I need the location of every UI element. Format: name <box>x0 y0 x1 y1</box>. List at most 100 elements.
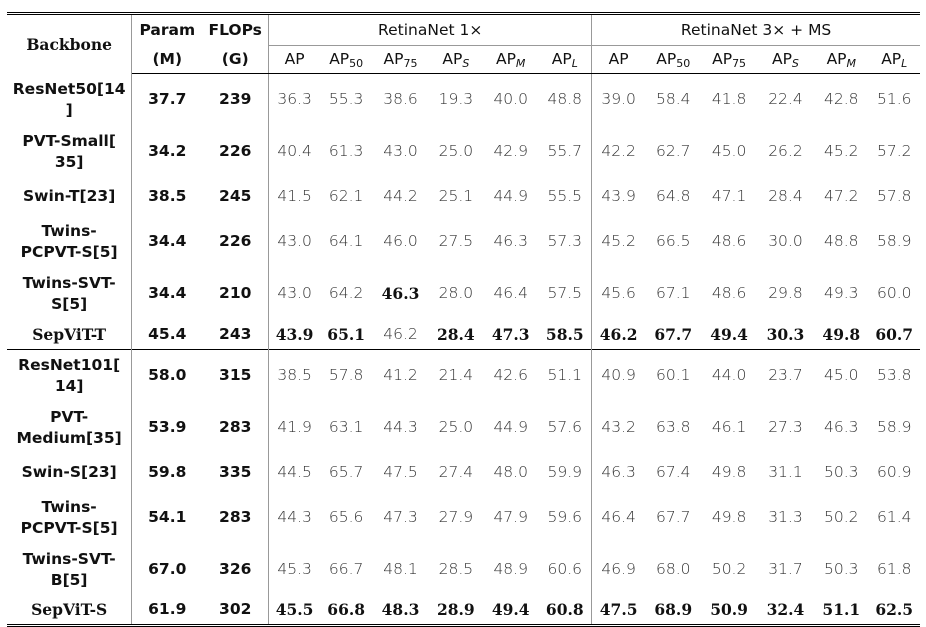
metric-base: AP <box>495 50 516 68</box>
backbone-name-line: Twins-SVT- <box>22 549 116 568</box>
metric-value: 57.8 <box>876 187 912 205</box>
metric-base: AP <box>712 50 733 68</box>
metric-value: 43.0 <box>277 284 312 302</box>
metric-value: 57.3 <box>538 215 593 268</box>
metric-value: 44.0 <box>701 349 757 402</box>
flops-value: 239 <box>202 73 270 126</box>
metric-value: 61.3 <box>328 142 364 160</box>
metric-value: 47.3 <box>383 508 418 526</box>
group-retinanet-1x: RetinaNet 1× <box>268 13 593 46</box>
metric-value: 50.3 <box>824 463 859 481</box>
metric-value: 23.7 <box>756 349 815 402</box>
metric-value: 30.3 <box>766 324 805 344</box>
metric-value: 46.3 <box>493 232 528 250</box>
backbone-name: Swin-T[23] <box>7 177 133 216</box>
header-row-1: Backbone Param FLOPs RetinaNet 1× Retina… <box>7 13 920 74</box>
flops-value: 315 <box>202 349 270 402</box>
metric-value: 44.3 <box>383 418 418 436</box>
metric-value: 45.3 <box>277 560 312 578</box>
metric-value: 60.8 <box>538 595 593 627</box>
backbone-name-line: 35] <box>54 152 84 171</box>
param-value: 67.0 <box>148 560 187 578</box>
metric-value: 21.4 <box>428 349 484 402</box>
table-row: Twins-SVT- S[5] 34.4 210 43.0 64.2 46.3 28.0 46.… <box>7 267 920 320</box>
metric-value: 49.8 <box>711 463 747 481</box>
metric-value: 32.4 <box>756 595 815 627</box>
flops-value: 326 <box>202 543 270 596</box>
metric-value: 55.7 <box>538 125 593 178</box>
metric-value: 46.4 <box>493 284 528 302</box>
metric-value: 66.7 <box>328 560 364 578</box>
metric-value: 58.5 <box>538 319 593 350</box>
metric-value: 57.5 <box>538 267 593 320</box>
metric-value: 67.7 <box>654 324 693 344</box>
metric-value: 57.6 <box>538 401 593 454</box>
metric-value: 43.0 <box>383 142 418 160</box>
flops-value: 245 <box>202 177 270 216</box>
metric-value: 65.6 <box>328 508 364 526</box>
backbone-name-line: ResNet50[14 <box>12 79 126 98</box>
results-table-container: Backbone Param FLOPs RetinaNet 1× Retina… <box>7 12 920 627</box>
param-value: 54.1 <box>148 508 187 526</box>
metric-value: 41.5 <box>277 187 312 205</box>
metric-base: AP <box>881 50 902 68</box>
metric-value: 59.6 <box>538 491 593 544</box>
metric-value: 45.2 <box>824 142 859 160</box>
metric-value: 25.0 <box>438 142 474 160</box>
metric-value: 46.2 <box>599 324 638 344</box>
backbone-name: Swin-S[23] <box>7 453 133 492</box>
metric-value: 59.9 <box>538 453 593 492</box>
backbone-name: ResNet50[14] <box>7 73 133 126</box>
table-row: Swin-S[23] 59.8 335 44.5 65.7 47.5 27.4 48.0 59.… <box>7 453 920 492</box>
metric-value: 45.6 <box>601 284 636 302</box>
metric-value: 38.6 <box>383 90 418 109</box>
metric-subscript: 75 <box>732 57 747 70</box>
metric-value: 47.2 <box>824 187 859 205</box>
metric-base: AP <box>608 50 629 68</box>
backbone-name-line: PCPVT-S[5] <box>20 518 118 537</box>
metric-value: 40.9 <box>591 349 646 402</box>
table-row: ResNet101[14] 58.0 315 38.5 57.8 41.2 21.4 42.6… <box>7 349 920 402</box>
backbone-name: SepViT-T <box>7 319 133 350</box>
metric-value: 47.5 <box>591 595 646 627</box>
metric-base: AP <box>284 50 305 68</box>
metric-value: 57.8 <box>320 349 373 402</box>
param-value: 59.8 <box>148 463 187 481</box>
backbone-name: PVT-Small[35] <box>7 125 133 178</box>
metric-value: 28.0 <box>438 284 474 302</box>
backbone-name-line: Swin-T[23] <box>23 187 116 205</box>
metric-value: 45.2 <box>601 232 636 250</box>
metric-value: 42.2 <box>601 142 636 160</box>
metric-value: 49.4 <box>483 595 539 627</box>
metric-value: 46.2 <box>383 324 418 343</box>
param-value: 34.2 <box>148 142 187 160</box>
metric-subscript: S <box>462 57 470 70</box>
metric-subscript: 50 <box>349 57 364 70</box>
metric-value: 58.9 <box>876 232 912 250</box>
flops-value: 283 <box>202 491 270 544</box>
backbone-name-line: B[5] <box>50 570 88 589</box>
metric-value: 61.8 <box>876 560 912 578</box>
metric-value: 62.7 <box>655 142 691 160</box>
backbone-name-line: SepViT-T <box>32 324 107 344</box>
metric-value: 48.9 <box>493 560 528 578</box>
flops-value: 210 <box>202 267 270 320</box>
backbone-name-line: Twins- <box>41 497 97 516</box>
metric-value: 44.3 <box>277 508 312 526</box>
metric-value: 46.3 <box>601 463 636 481</box>
metric-value: 46.3 <box>381 284 420 303</box>
metric-value: 27.5 <box>438 232 474 250</box>
backbone-name: PVT- Medium[35] <box>7 401 133 454</box>
table-row: SepViT-S 61.9 302 45.5 66.8 48.3 28.9 49.4 60.8 4… <box>7 595 920 627</box>
metric-value: 27.3 <box>768 418 803 436</box>
metric-base: AP <box>826 50 847 68</box>
metric-value: 45.0 <box>814 349 869 402</box>
table-row: PVT-Small[35] 34.2 226 40.4 61.3 43.0 25.0 42.9… <box>7 125 920 178</box>
metric-value: 50.2 <box>824 508 859 526</box>
metric-value: 57.2 <box>876 142 912 160</box>
metric-value: 40.0 <box>493 90 528 109</box>
metric-value: 64.8 <box>655 187 691 205</box>
table-row: SepViT-T 45.4 243 43.9 65.1 46.2 28.4 47.3 58.5 4… <box>7 319 920 350</box>
table-row: PVT- Medium[35] 53.9 283 41.9 63.1 44.3 25.0 44.… <box>7 401 920 454</box>
col-flops: FLOPs <box>202 13 270 46</box>
